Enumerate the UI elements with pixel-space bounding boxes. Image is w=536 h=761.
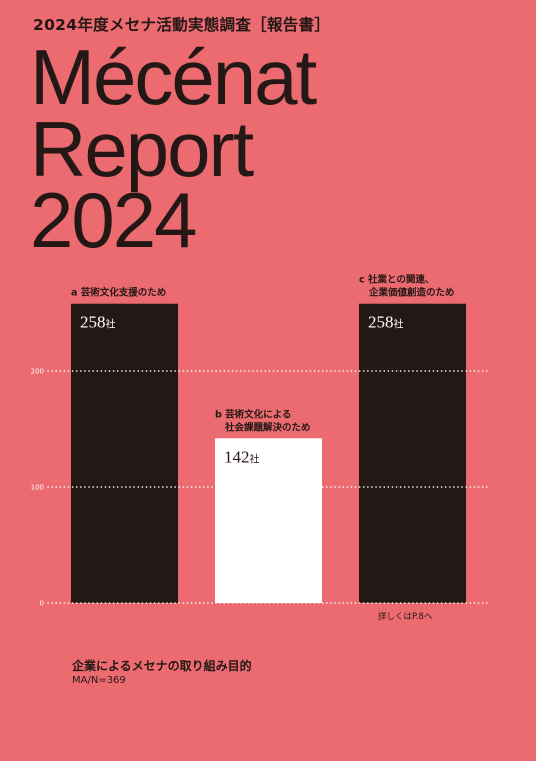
- y-tick-200: 200: [31, 368, 44, 376]
- bar-label-b-line1: b 芸術文化による: [215, 408, 291, 420]
- bar-value-a: 258社: [80, 313, 116, 332]
- title-line-report: Report: [30, 105, 254, 193]
- title-line-year: 2024: [30, 176, 198, 264]
- bar-label-a-line1: a 芸術文化支援のため: [71, 287, 166, 299]
- bar-label-c-line1: c 社業との関連、: [359, 274, 434, 286]
- chart-caption-sample: MA/N=369: [72, 675, 126, 686]
- y-tick-0: 0: [40, 600, 44, 608]
- bar-a: [71, 303, 178, 603]
- page-reference-note: 詳しくはP.8へ: [378, 612, 433, 622]
- bar-label-b-line2: 社会課題解決のため: [224, 421, 311, 433]
- bar-value-c: 258社: [368, 313, 404, 332]
- bar-b: [215, 438, 322, 603]
- chart-caption-title: 企業によるメセナの取り組み目的: [72, 659, 252, 673]
- report-subtitle: 2024年度メセナ活動実態調査［報告書］: [33, 16, 331, 34]
- title-line-mecenat: Mécénat: [30, 33, 317, 121]
- bar-value-b: 142社: [224, 447, 260, 466]
- bar-label-c-line2: 企業価値創造のため: [368, 287, 455, 299]
- y-tick-100: 100: [31, 484, 44, 492]
- bar-c: [359, 303, 466, 603]
